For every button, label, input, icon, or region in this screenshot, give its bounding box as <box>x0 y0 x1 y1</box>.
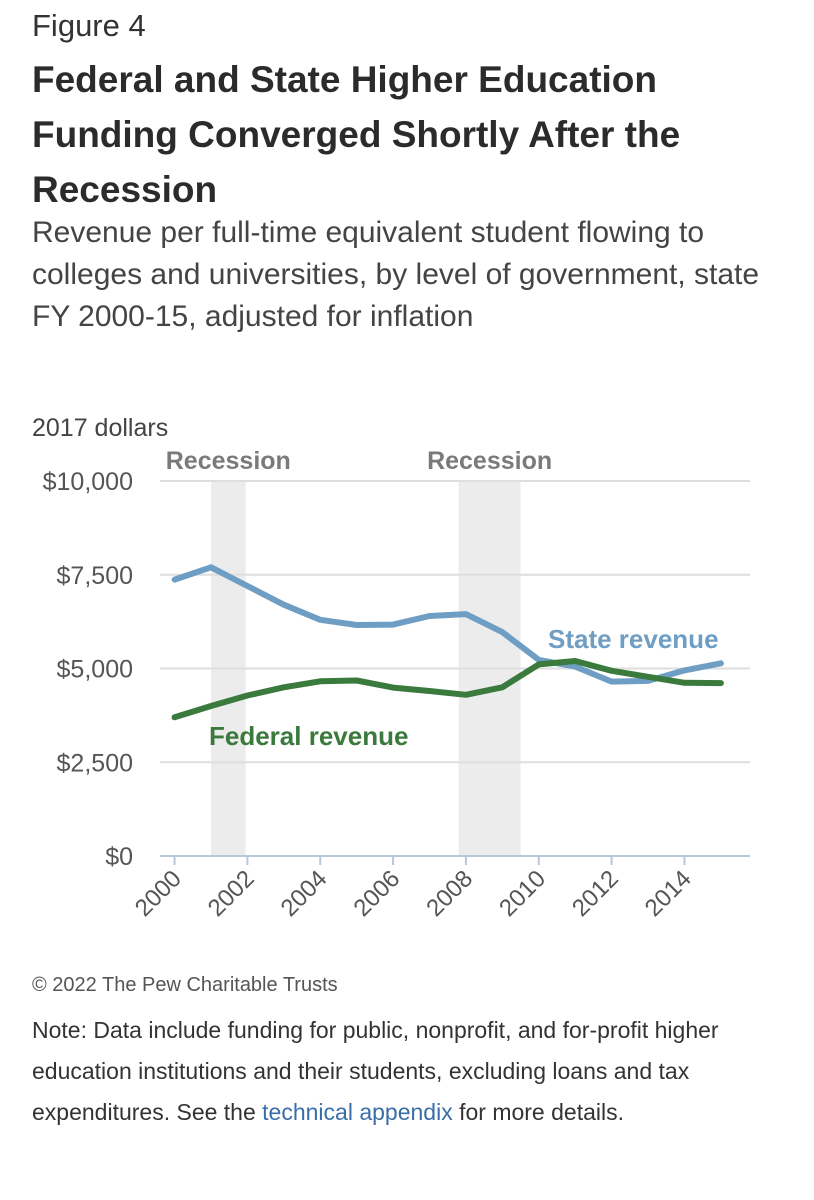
x-tick-label: 2000 <box>130 865 187 922</box>
y-tick-label: $0 <box>105 843 133 871</box>
y-tick-label: $2,500 <box>57 749 133 777</box>
note-text-end: for more details. <box>452 1099 624 1125</box>
figure-label: Figure 4 <box>32 8 146 43</box>
chart-title: Federal and State Higher Education Fundi… <box>32 59 681 210</box>
y-unit-label: 2017 dollars <box>32 414 169 442</box>
x-tick-label: 2006 <box>348 865 405 922</box>
x-tick-label: 2014 <box>640 865 697 922</box>
note-text: Note: Data include funding for public, n… <box>32 1017 719 1125</box>
series-line-state-revenue <box>171 564 724 685</box>
x-tick-label: 2002 <box>203 865 260 922</box>
recession-label: Recession <box>427 447 552 475</box>
x-tick-label: 2010 <box>494 865 551 922</box>
technical-appendix-link[interactable]: technical appendix <box>262 1099 453 1125</box>
y-tick-label: $10,000 <box>43 468 133 496</box>
recession-bands: Recession Recession <box>166 447 552 856</box>
x-tick-label: 2008 <box>421 865 478 922</box>
line-chart: Recession Recession $0$2,500$5,000$7,500$… <box>43 447 750 922</box>
copyright: © 2022 The Pew Charitable Trusts <box>32 974 338 996</box>
series-line-federal-revenue <box>171 658 724 721</box>
axes: $0 $2,500 $5,000 $7,500 $10,000 2000 2002 2004 2… <box>43 468 750 922</box>
series-label: State revenue <box>548 624 719 654</box>
note: Note: Data include funding for public, n… <box>32 1010 792 1133</box>
recession-label: Recession <box>166 447 291 475</box>
gridlines <box>160 480 750 764</box>
series-label: Federal revenue <box>209 721 408 751</box>
series-labels: State revenue Federal revenue <box>209 624 719 751</box>
x-tick-label: 2004 <box>276 865 333 922</box>
chart-subtitle: Revenue per full-time equivalent student… <box>32 216 760 333</box>
x-tick-label: 2012 <box>567 865 624 922</box>
y-tick-label: $7,500 <box>57 562 133 590</box>
y-tick-label: $5,000 <box>57 656 133 684</box>
series-lines <box>171 564 724 721</box>
